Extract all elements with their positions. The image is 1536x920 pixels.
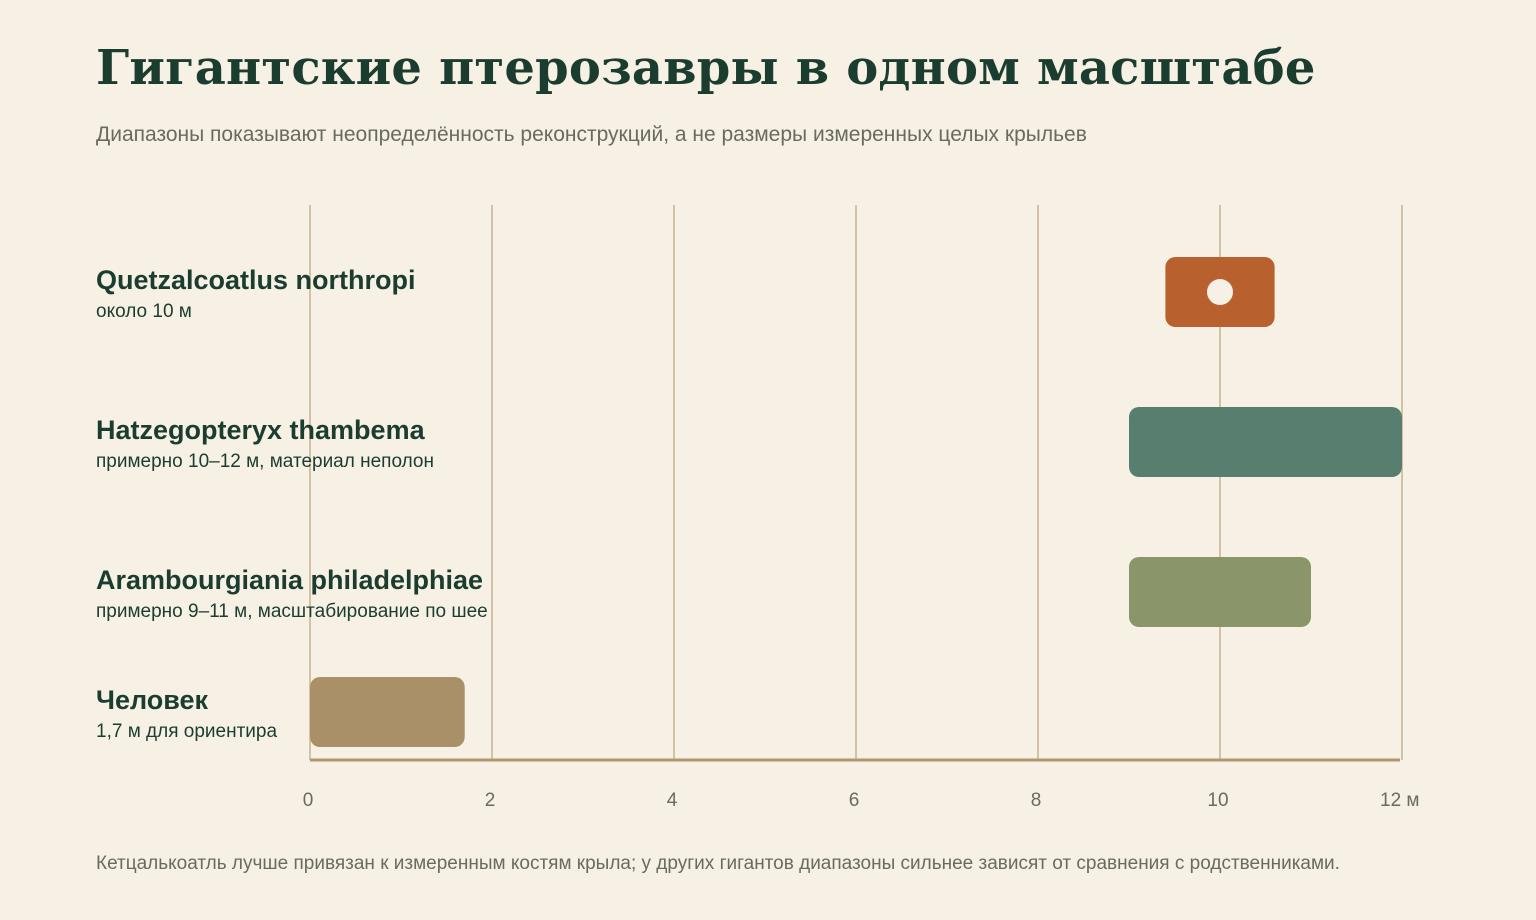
chart-title: Гигантские птерозавры в одном масштабе bbox=[96, 40, 1316, 96]
x-tick-label: 10 bbox=[1207, 790, 1228, 811]
species-note: примерно 9–11 м, масштабирование по шее bbox=[96, 601, 488, 623]
range-bar bbox=[1129, 557, 1311, 627]
row-label-quetzalcoatlus: Quetzalcoatlus northropi около 10 м bbox=[96, 264, 416, 325]
species-name: Arambourgiania philadelphiae bbox=[96, 565, 484, 595]
species-name: Quetzalcoatlus northropi bbox=[96, 265, 416, 295]
range-chart: 0 2 4 6 8 10 12 м bbox=[303, 205, 1419, 811]
species-note: 1,7 м для ориентира bbox=[96, 721, 278, 743]
point-estimate-marker bbox=[1207, 279, 1233, 305]
chart-subtitle: Диапазоны показывают неопределённость ре… bbox=[96, 123, 1087, 146]
range-bar bbox=[310, 677, 465, 747]
species-note: примерно 10–12 м, материал неполон bbox=[96, 451, 434, 473]
species-name: Человек bbox=[96, 685, 209, 715]
x-tick-label: 8 bbox=[1031, 790, 1042, 811]
x-tick-label: 0 bbox=[303, 790, 314, 811]
row-label-hatzegopteryx: Hatzegopteryx thambema примерно 10–12 м,… bbox=[96, 414, 434, 475]
species-name: Hatzegopteryx thambema bbox=[96, 415, 425, 445]
species-note: около 10 м bbox=[96, 301, 192, 323]
x-tick-label: 12 м bbox=[1380, 790, 1419, 811]
x-tick-label: 6 bbox=[849, 790, 860, 811]
row-label-arambourgiania: Arambourgiania philadelphiae примерно 9–… bbox=[96, 564, 488, 625]
range-bar bbox=[1129, 407, 1402, 477]
row-label-human: Человек 1,7 м для ориентира bbox=[96, 684, 277, 745]
footnote: Кетцалькоатль лучше привязан к измеренны… bbox=[96, 853, 1340, 874]
x-tick-label: 2 bbox=[485, 790, 496, 811]
range-bars bbox=[310, 257, 1402, 747]
x-axis: 0 2 4 6 8 10 12 м bbox=[303, 758, 1419, 811]
x-tick-label: 4 bbox=[667, 790, 678, 811]
